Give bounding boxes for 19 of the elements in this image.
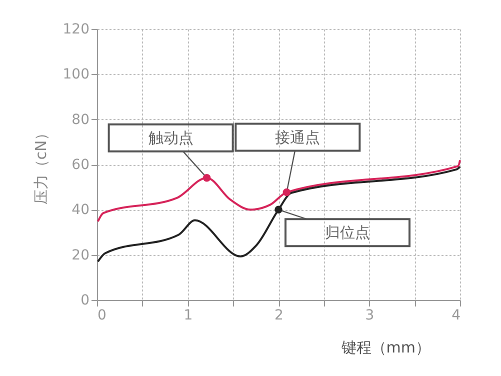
y-tick-label: 60 bbox=[72, 157, 90, 173]
y-tick-label: 20 bbox=[72, 247, 90, 264]
line-series bbox=[96, 166, 461, 263]
y-tick-label: 100 bbox=[62, 66, 90, 83]
y-tick-label: 40 bbox=[72, 202, 90, 218]
y-tick-label: 80 bbox=[72, 112, 90, 128]
line-series bbox=[96, 159, 461, 222]
annotation: 归位点 bbox=[325, 224, 370, 242]
annotation: 触动点 bbox=[148, 128, 194, 147]
x-tick-label: 1 bbox=[184, 308, 193, 324]
x-tick-label: 2 bbox=[274, 308, 284, 324]
x-tick-label: 0 bbox=[98, 308, 106, 324]
y-tick-label: 120 bbox=[62, 22, 90, 38]
x-tick-label: 4 bbox=[452, 308, 461, 324]
annotation: 接通点 bbox=[275, 128, 320, 146]
y-tick-label: 0 bbox=[80, 292, 90, 308]
x-tick-label: 3 bbox=[365, 308, 374, 324]
y-axis-title: 压力（cN） bbox=[32, 125, 50, 205]
x-axis-title: 键程（mm） bbox=[340, 338, 430, 356]
